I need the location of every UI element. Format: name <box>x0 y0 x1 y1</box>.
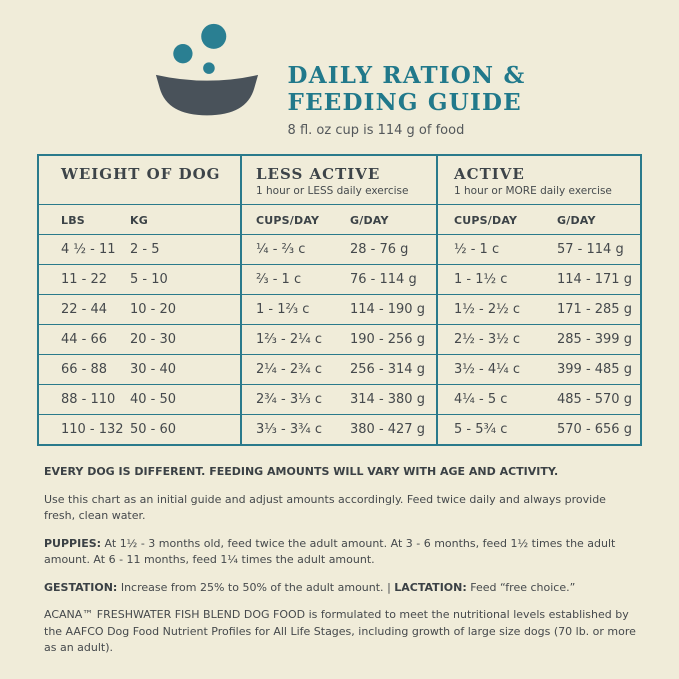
cell-active-cups: 5 - 5¾ c <box>436 414 557 446</box>
gestation-lactation-note: GESTATION: Increase from 25% to 50% of t… <box>44 580 639 597</box>
cell-kg: 50 - 60 <box>129 414 241 446</box>
group-sub-less-active: 1 hour or LESS daily exercise <box>256 185 409 198</box>
kibble-dot-large <box>200 23 226 49</box>
dog-bowl-kibble-icon <box>155 23 258 116</box>
page-title-line1: DAILY RATION & <box>287 62 526 89</box>
cell-lbs: 22 - 44 <box>37 294 130 325</box>
cell-less-cups: ⅔ - 1 c <box>240 264 350 295</box>
puppies-label: PUPPIES: <box>44 536 102 550</box>
cell-active-grams: 57 - 114 g <box>557 234 641 265</box>
cell-less-grams: 256 - 314 g <box>350 354 437 385</box>
kibble-dot-medium <box>172 44 193 64</box>
cell-active-cups: 3½ - 4¼ c <box>436 354 557 385</box>
group-less-active: LESS ACTIVE 1 hour or LESS daily exercis… <box>240 155 437 205</box>
formulation-note: ACANA™ FRESHWATER FISH BLEND DOG FOOD is… <box>44 608 636 655</box>
group-active: ACTIVE 1 hour or MORE daily exercise <box>436 155 641 205</box>
cell-active-cups: 2½ - 3½ c <box>436 324 557 355</box>
cell-lbs: 11 - 22 <box>37 264 130 295</box>
page-title-line2: FEEDING GUIDE <box>287 89 522 117</box>
table-row: 22 - 44 10 - 20 1 - 1⅔ c 114 - 190 g 1½ … <box>37 294 641 325</box>
cell-lbs: 44 - 66 <box>37 324 130 355</box>
lactation-label: LACTATION: <box>394 580 467 594</box>
cell-less-cups: 3⅓ - 3¾ c <box>240 414 350 446</box>
cell-less-grams: 190 - 256 g <box>350 324 437 355</box>
group-label-less-active: LESS ACTIVE <box>256 165 381 184</box>
cell-active-grams: 485 - 570 g <box>557 384 641 415</box>
cell-less-cups: ¼ - ⅔ c <box>240 234 350 265</box>
usage-note: Use this chart as an initial guide and a… <box>44 492 606 523</box>
cell-kg: 2 - 5 <box>129 234 241 265</box>
note-separator: | <box>387 580 391 594</box>
bowl-shape <box>155 74 258 116</box>
cell-less-cups: 1⅔ - 2¼ c <box>240 324 350 355</box>
cell-kg: 10 - 20 <box>129 294 241 325</box>
cell-lbs: 4 ½ - 11 <box>37 234 130 265</box>
notes-section: EVERY DOG IS DIFFERENT. FEEDING AMOUNTS … <box>44 464 639 657</box>
cell-less-grams: 380 - 427 g <box>350 414 437 446</box>
cell-kg: 5 - 10 <box>129 264 241 295</box>
table-group-header-row: WEIGHT OF DOG LESS ACTIVE 1 hour or LESS… <box>38 155 641 205</box>
cell-kg: 40 - 50 <box>129 384 241 415</box>
puppies-note: PUPPIES: At 1½ - 3 months old, feed twic… <box>44 536 639 569</box>
table-row: 110 - 132 50 - 60 3⅓ - 3¾ c 380 - 427 g … <box>37 414 641 446</box>
feeding-table: WEIGHT OF DOG LESS ACTIVE 1 hour or LESS… <box>36 154 642 447</box>
col-header-less-grams: G/DAY <box>350 204 437 235</box>
col-header-less-cups: CUPS/DAY <box>240 204 350 235</box>
table-row: 44 - 66 20 - 30 1⅔ - 2¼ c 190 - 256 g 2½… <box>37 324 641 355</box>
cell-lbs: 66 - 88 <box>37 354 130 385</box>
table-column-header-row: LBS KG CUPS/DAY G/DAY CUPS/DAY G/DAY <box>37 204 641 235</box>
col-header-active-cups: CUPS/DAY <box>436 204 557 235</box>
header: DAILY RATION & FEEDING GUIDE 8 fl. oz cu… <box>0 0 679 138</box>
cell-lbs: 110 - 132 <box>37 414 130 446</box>
cell-active-grams: 570 - 656 g <box>557 414 641 446</box>
cell-less-grams: 114 - 190 g <box>350 294 437 325</box>
cell-less-grams: 76 - 114 g <box>350 264 437 295</box>
cell-kg: 20 - 30 <box>129 324 241 355</box>
cell-active-cups: ½ - 1 c <box>436 234 557 265</box>
cell-less-cups: 2¾ - 3⅓ c <box>240 384 350 415</box>
table-row: 88 - 110 40 - 50 2¾ - 3⅓ c 314 - 380 g 4… <box>37 384 641 415</box>
cell-less-grams: 28 - 76 g <box>350 234 437 265</box>
col-header-kg: KG <box>129 204 241 235</box>
gestation-label: GESTATION: <box>44 580 118 594</box>
cell-active-grams: 399 - 485 g <box>557 354 641 385</box>
cell-active-grams: 285 - 399 g <box>557 324 641 355</box>
cell-active-cups: 1 - 1½ c <box>436 264 557 295</box>
cup-weight-note: 8 fl. oz cup is 114 g of food <box>287 123 465 139</box>
cell-less-cups: 1 - 1⅔ c <box>240 294 350 325</box>
cell-lbs: 88 - 110 <box>37 384 130 415</box>
cell-active-cups: 1½ - 2½ c <box>436 294 557 325</box>
table-row: 4 ½ - 11 2 - 5 ¼ - ⅔ c 28 - 76 g ½ - 1 c… <box>37 234 641 265</box>
headline-note: EVERY DOG IS DIFFERENT. FEEDING AMOUNTS … <box>44 465 559 479</box>
col-header-active-grams: G/DAY <box>557 204 641 235</box>
dog-bowl-icon <box>154 18 260 126</box>
col-header-lbs: LBS <box>37 204 130 235</box>
kibble-dot-small <box>202 62 215 74</box>
gestation-text: Increase from 25% to 50% of the adult am… <box>120 580 384 594</box>
lactation-text: Feed “free choice.” <box>470 580 576 594</box>
title-block: DAILY RATION & FEEDING GUIDE 8 fl. oz cu… <box>288 62 526 138</box>
cell-less-grams: 314 - 380 g <box>350 384 437 415</box>
group-weight-of-dog: WEIGHT OF DOG <box>38 155 241 205</box>
cell-active-grams: 114 - 171 g <box>557 264 641 295</box>
cell-active-cups: 4¼ - 5 c <box>436 384 557 415</box>
group-label-weight: WEIGHT OF DOG <box>60 165 221 184</box>
puppies-text: At 1½ - 3 months old, feed twice the adu… <box>44 536 616 567</box>
group-label-active: ACTIVE <box>454 165 525 184</box>
cell-active-grams: 171 - 285 g <box>557 294 641 325</box>
table-row: 11 - 22 5 - 10 ⅔ - 1 c 76 - 114 g 1 - 1½… <box>37 264 641 295</box>
cell-kg: 30 - 40 <box>129 354 241 385</box>
group-sub-active: 1 hour or MORE daily exercise <box>454 185 612 198</box>
cell-less-cups: 2¼ - 2¾ c <box>240 354 350 385</box>
table-row: 66 - 88 30 - 40 2¼ - 2¾ c 256 - 314 g 3½… <box>37 354 641 385</box>
